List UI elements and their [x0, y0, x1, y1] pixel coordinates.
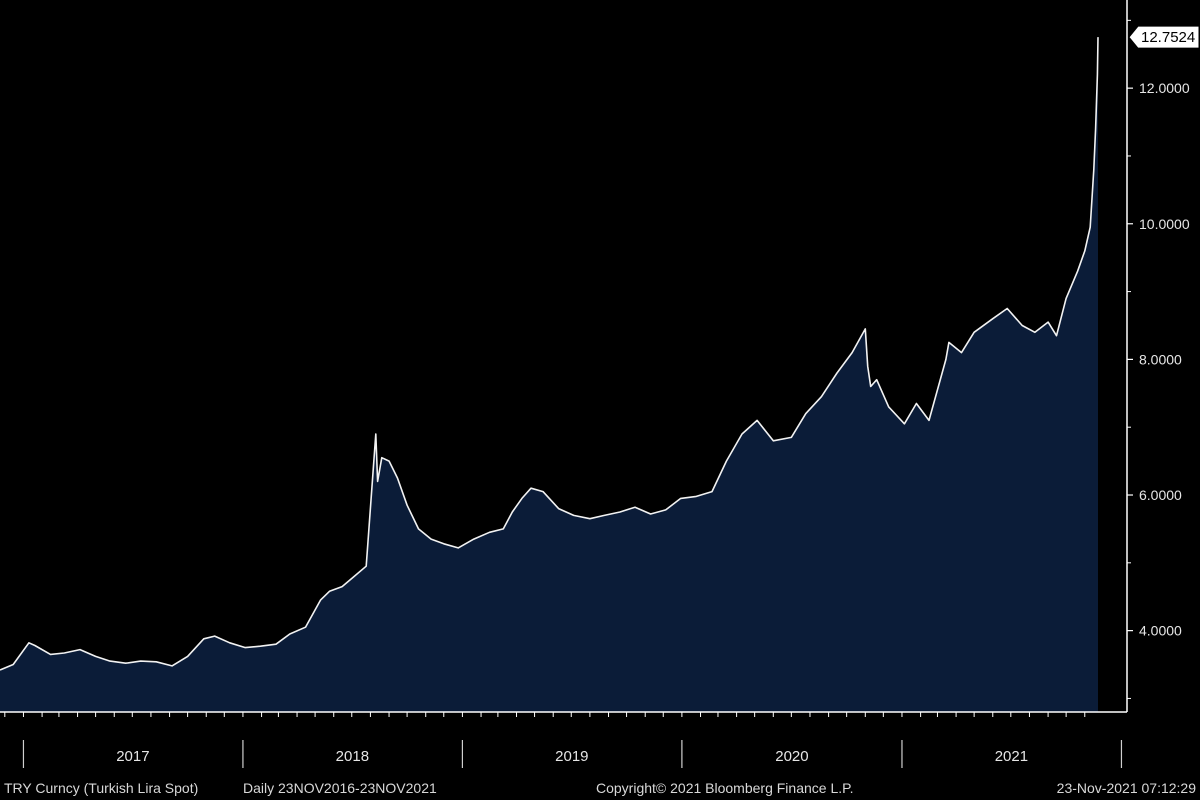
y-tick-label: 8.0000	[1139, 351, 1182, 367]
series-area	[0, 37, 1098, 713]
y-tick-label: 4.0000	[1139, 623, 1182, 639]
y-tick-label: 10.0000	[1139, 216, 1190, 232]
footer-range: Daily 23NOV2016-23NOV2021	[243, 780, 437, 796]
x-year-label: 2018	[336, 748, 369, 765]
last-value-label: 12.7524	[1141, 29, 1195, 46]
series-line	[0, 37, 1099, 671]
footer: TRY Curncy (Turkish Lira Spot) Daily 23N…	[4, 780, 1196, 796]
plot-area	[0, 37, 1099, 713]
last-value-badge-shape	[1128, 25, 1200, 49]
footer-timestamp: 23-Nov-2021 07:12:29	[1057, 780, 1197, 796]
footer-copyright: Copyright© 2021 Bloomberg Finance L.P.	[596, 780, 854, 796]
footer-ticker: TRY Curncy (Turkish Lira Spot)	[4, 780, 198, 796]
x-year-label: 2020	[775, 748, 808, 765]
x-axis-years: 2017 2018 2019 2020 2021	[4, 712, 1123, 768]
last-value-badge: 12.7524	[1128, 25, 1200, 49]
x-year-label: 2019	[555, 748, 588, 765]
y-tick-label: 12.0000	[1139, 80, 1190, 96]
y-axis-ticks: 4.0000 6.0000 8.0000 10.0000 12.0000	[1127, 19, 1190, 699]
y-tick-label: 6.0000	[1139, 487, 1182, 503]
x-year-label: 2021	[995, 748, 1028, 765]
x-year-label: 2017	[116, 748, 149, 765]
